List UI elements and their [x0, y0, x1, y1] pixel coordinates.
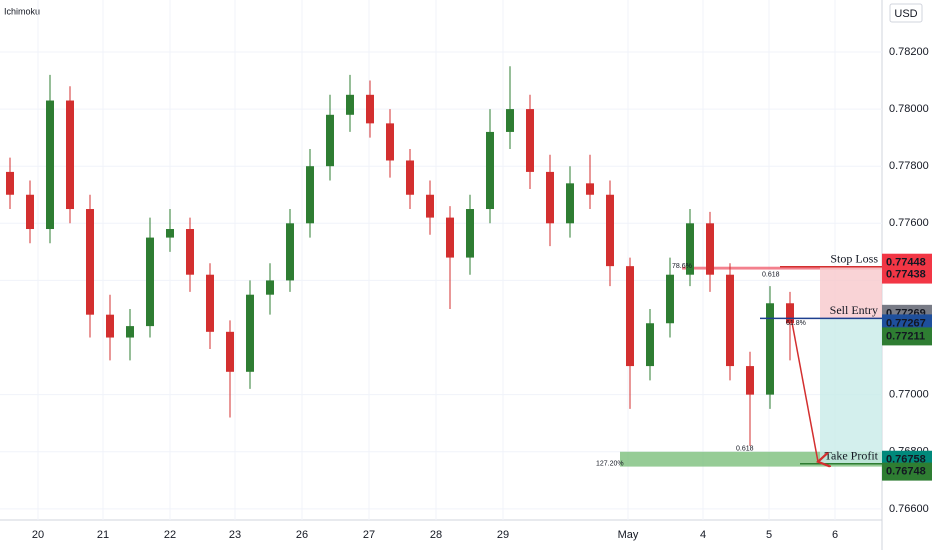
candle-body: [206, 274, 214, 332]
candle-body: [186, 229, 194, 275]
candle-body: [86, 209, 94, 315]
candle-body: [406, 160, 414, 195]
x-tick-label: 28: [430, 529, 442, 541]
candle-body: [46, 100, 54, 230]
x-tick-label: 20: [32, 529, 44, 541]
x-tick-label: 23: [229, 529, 241, 541]
candle-body: [26, 194, 34, 230]
candle-body: [306, 166, 314, 224]
y-tick-label: 0.77600: [889, 217, 929, 229]
candle-body: [326, 114, 334, 167]
candle-body: [426, 194, 434, 218]
currency[interactable]: USD: [894, 8, 917, 20]
candle-body: [666, 274, 674, 324]
zone: [820, 266, 882, 319]
level-label: Sell Entry: [830, 303, 878, 317]
candle-body: [786, 303, 794, 324]
candle-body: [766, 303, 774, 395]
price-tag: [882, 462, 932, 481]
candle-body: [266, 280, 274, 295]
candle-body: [346, 94, 354, 115]
candle-body: [246, 294, 254, 372]
x-tick-label: 29: [497, 529, 509, 541]
candle-body: [386, 123, 394, 161]
candle-body: [726, 274, 734, 367]
fib-label: 0.618: [736, 446, 754, 453]
candle-body: [366, 94, 374, 124]
candle-body: [706, 223, 714, 275]
zone: [682, 266, 882, 270]
candle-body: [106, 314, 114, 338]
candle-body: [526, 109, 534, 172]
fib-label: 61.8%: [786, 320, 806, 327]
x-tick-label: 6: [832, 529, 838, 541]
y-tick-label: 0.78000: [889, 103, 929, 115]
trade-arrow: [791, 322, 818, 461]
candle-body: [506, 109, 514, 132]
price-tag-label: 0.76748: [886, 466, 926, 478]
fib-label: 0.618: [762, 272, 780, 279]
price-tag-label: 0.77438: [886, 268, 926, 280]
x-tick-label: 22: [164, 529, 176, 541]
candle-body: [486, 131, 494, 210]
y-tick-label: 0.77800: [889, 160, 929, 172]
y-tick-label: 0.76600: [889, 503, 929, 515]
candle-body: [686, 223, 694, 275]
fib-label: 78.6%: [672, 263, 692, 270]
y-tick-label: 0.77000: [889, 389, 929, 401]
fib-label: 127.20%: [596, 461, 624, 468]
candle-body: [646, 323, 654, 367]
x-tick-label: 5: [766, 529, 772, 541]
x-tick-label: 4: [700, 529, 706, 541]
level-label: Stop Loss: [830, 251, 878, 265]
candle-body: [546, 171, 554, 224]
candle-body: [66, 100, 74, 210]
zone: [820, 318, 882, 464]
candle-body: [6, 171, 14, 195]
x-tick-label: 27: [363, 529, 375, 541]
currency-button[interactable]: [889, 3, 923, 23]
price-tag: [882, 265, 932, 284]
candle-body: [286, 223, 294, 281]
price-tag-label: 0.77267: [886, 317, 926, 329]
candle-body: [566, 183, 574, 224]
level-label: Take Profit: [825, 448, 879, 462]
candle-body: [746, 366, 754, 395]
x-tick-label: 26: [296, 529, 308, 541]
candle-body: [126, 326, 134, 338]
candle-body: [466, 209, 474, 258]
price-tag: [882, 327, 932, 346]
x-tick-label: 21: [97, 529, 109, 541]
price-tag-label: 0.77211: [886, 330, 925, 342]
candle-body: [226, 331, 234, 372]
candle-body: [606, 194, 614, 267]
candle-body: [446, 217, 454, 258]
candle-body: [166, 229, 174, 238]
candle-body: [586, 183, 594, 195]
x-tick-label: May: [618, 529, 639, 541]
y-tick-label: 0.78200: [889, 46, 929, 58]
candle-body: [146, 237, 154, 327]
indicator-label: Ichimoku: [4, 6, 40, 16]
candle-body: [626, 266, 634, 367]
